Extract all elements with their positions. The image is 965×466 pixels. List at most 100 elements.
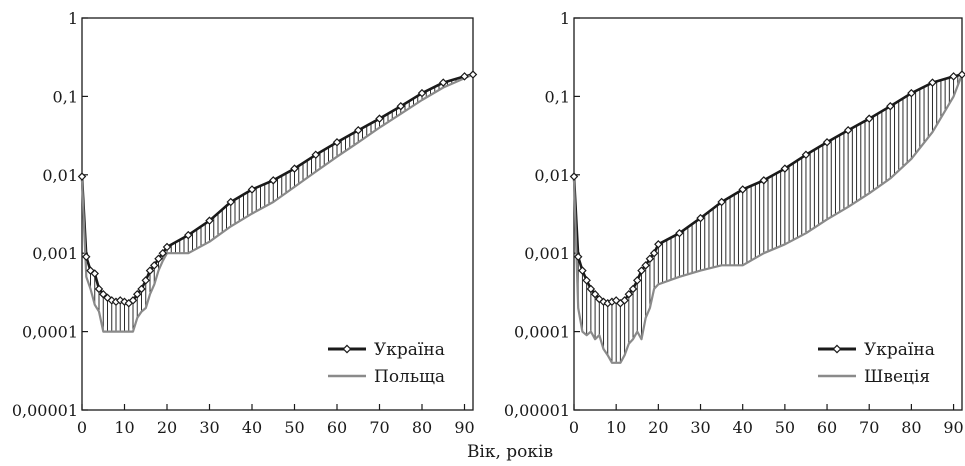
data-point [137, 284, 146, 294]
data-point [150, 261, 159, 270]
data-point [675, 228, 684, 238]
x-tick-label: 40 [242, 418, 262, 437]
x-tick-label: 20 [157, 418, 177, 437]
y-tick-label: 1 [560, 9, 570, 28]
data-point [205, 216, 214, 225]
data-point [738, 185, 747, 194]
y-tick-label: 0,0001 [514, 323, 570, 342]
x-tick-label: 30 [199, 418, 219, 437]
legend-label: Україна [374, 340, 445, 360]
x-tick-label: 20 [648, 418, 668, 437]
data-point [311, 150, 320, 160]
data-point [141, 276, 150, 285]
data-point [154, 254, 163, 263]
x-tick-label: 30 [690, 418, 710, 437]
data-point [90, 269, 99, 278]
data-point [120, 297, 129, 307]
y-tick-label: 0,001 [524, 244, 570, 263]
data-point [654, 240, 663, 249]
y-tick-label: 0,0001 [22, 323, 78, 342]
data-point [290, 164, 299, 173]
x-tick-label: 60 [817, 418, 837, 437]
data-point [226, 197, 235, 207]
data-point [624, 289, 634, 299]
data-point [637, 266, 646, 275]
y-tick-label: 0,1 [53, 87, 78, 106]
data-point [780, 164, 790, 173]
y-tick-label: 0,01 [534, 166, 570, 185]
x-tick-label: 50 [284, 418, 304, 437]
data-point [599, 297, 608, 307]
legend-marker [832, 344, 842, 354]
data-point [158, 248, 167, 258]
data-point [759, 176, 769, 185]
plot-frame [573, 17, 963, 411]
data-point [801, 150, 811, 160]
x-tick-label: 10 [606, 418, 626, 437]
y-tick-label: 0,1 [545, 87, 570, 106]
data-point [641, 261, 650, 270]
data-point [417, 88, 427, 98]
y-tick-label: 0,01 [42, 166, 78, 185]
x-tick-label: 90 [943, 418, 963, 437]
y-tick-label: 0,00001 [504, 401, 570, 420]
data-point [460, 72, 469, 81]
data-point [864, 114, 874, 123]
x-tick-label: 50 [775, 418, 795, 437]
x-tick-label: 40 [733, 418, 753, 437]
data-point [928, 78, 937, 87]
data-point [396, 101, 405, 111]
data-point [145, 266, 155, 275]
plot-frame [81, 17, 474, 411]
data-point [184, 230, 193, 240]
data-point [582, 276, 591, 285]
x-tick-label: 70 [859, 418, 879, 437]
data-point [696, 213, 705, 223]
legend-label: Україна [864, 340, 935, 360]
y-tick-label: 0,001 [32, 244, 78, 263]
data-point [949, 72, 958, 81]
x-tick-label: 80 [901, 418, 921, 437]
data-point [439, 78, 448, 87]
data-point [649, 248, 659, 258]
x-tick-label: 0 [569, 418, 579, 437]
data-point [645, 254, 655, 263]
data-point [578, 266, 587, 275]
x-tick-label: 0 [77, 418, 87, 437]
x-axis-title: Вік, років [467, 442, 553, 462]
data-point [247, 185, 257, 194]
series-line-comparison [80, 73, 474, 333]
x-tick-label: 90 [454, 418, 474, 437]
data-point [573, 252, 583, 262]
data-point [633, 276, 642, 285]
data-point [82, 252, 91, 262]
y-tick-label: 1 [68, 9, 78, 28]
data-point [94, 284, 104, 294]
y-tick-label: 0,00001 [12, 401, 78, 420]
legend-marker [342, 344, 352, 354]
data-point [128, 296, 138, 305]
legend-label: Швеція [864, 367, 930, 387]
data-point [886, 101, 895, 111]
data-point [957, 70, 965, 79]
data-point [332, 138, 342, 147]
x-tick-label: 10 [114, 418, 134, 437]
x-tick-label: 60 [327, 418, 347, 437]
data-point [620, 296, 629, 305]
data-point [133, 289, 142, 299]
data-point [354, 126, 363, 135]
data-point [628, 284, 638, 294]
legend-label: Польща [374, 367, 445, 387]
data-point [822, 138, 832, 147]
data-point [717, 197, 726, 207]
x-tick-label: 70 [369, 418, 389, 437]
data-point [77, 172, 87, 181]
data-point [586, 284, 596, 294]
x-tick-label: 80 [412, 418, 432, 437]
data-point [162, 242, 172, 252]
data-point [590, 289, 600, 299]
data-point [843, 126, 853, 135]
